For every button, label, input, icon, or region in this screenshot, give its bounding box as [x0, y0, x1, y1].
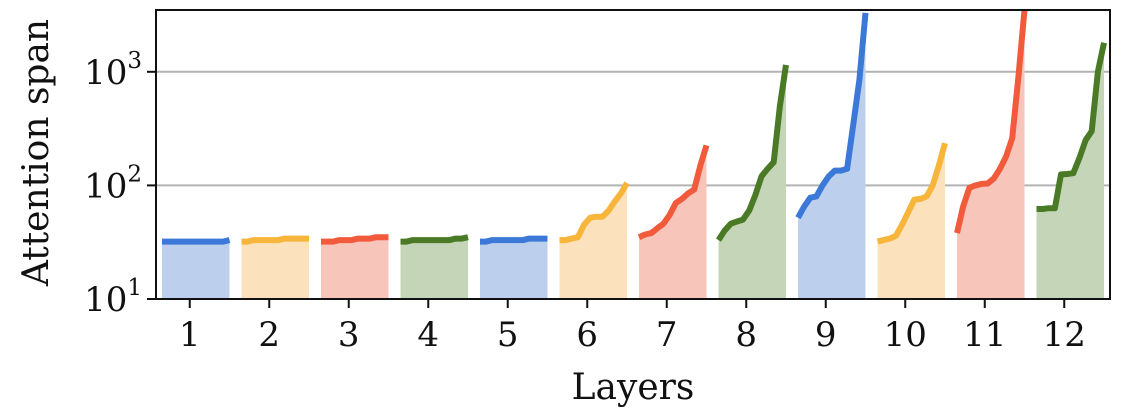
- y-tick-label: 103: [84, 48, 142, 93]
- layer-5-line: [480, 235, 548, 245]
- layer-11-line: [954, 9, 1028, 234]
- layer-6-line: [559, 181, 630, 244]
- x-tick-label: 8: [735, 315, 757, 355]
- y-axis-label: Attention span: [16, 19, 57, 287]
- x-axis-ticks: 1 2 3 4 5 6 7 8 9 10 11 12: [179, 299, 1086, 355]
- series-lines: [162, 9, 1107, 245]
- x-tick-label: 11: [963, 315, 1006, 355]
- layer-9-line: [795, 12, 869, 220]
- area-fills: [162, 10, 1104, 300]
- x-tick-label: 2: [258, 315, 280, 355]
- layer-3-area: [321, 237, 389, 299]
- layer-4-line: [400, 234, 469, 245]
- layer-10-line: [876, 142, 948, 245]
- x-tick-label: 9: [815, 315, 837, 355]
- layer-1-area: [162, 240, 230, 299]
- layer-8-area: [718, 64, 786, 300]
- layer-1-line: [162, 237, 231, 245]
- y-axis-ticks: 101 102 103: [84, 48, 156, 320]
- grid-lines: [156, 70, 1110, 187]
- layer-12-area: [1036, 42, 1104, 300]
- layer-5-area: [480, 238, 548, 299]
- x-tick-label: 3: [338, 315, 360, 355]
- layer-8-line: [715, 64, 789, 242]
- x-tick-label: 1: [179, 315, 201, 355]
- layer-12-line: [1036, 42, 1107, 212]
- layer-10-area: [877, 143, 945, 299]
- x-tick-label: 5: [497, 315, 519, 355]
- x-tick-label: 4: [417, 315, 439, 355]
- layer-9-area: [798, 12, 866, 300]
- layer-4-area: [400, 237, 468, 299]
- layer-7-line: [637, 144, 710, 240]
- layer-11-area: [957, 10, 1025, 299]
- x-tick-label: 10: [884, 315, 927, 355]
- layer-7-area: [639, 145, 707, 299]
- x-tick-label: 6: [576, 315, 598, 355]
- plot-frame: [155, 9, 1111, 300]
- layer-2-line: [241, 235, 309, 245]
- x-tick-label: 7: [656, 315, 678, 355]
- layer-2-area: [241, 238, 309, 299]
- x-tick-label: 12: [1043, 315, 1086, 355]
- x-axis-label: Layers: [572, 367, 695, 408]
- y-tick-label: 101: [84, 275, 142, 320]
- layer-3-line: [321, 234, 389, 245]
- y-tick-label: 102: [84, 161, 142, 206]
